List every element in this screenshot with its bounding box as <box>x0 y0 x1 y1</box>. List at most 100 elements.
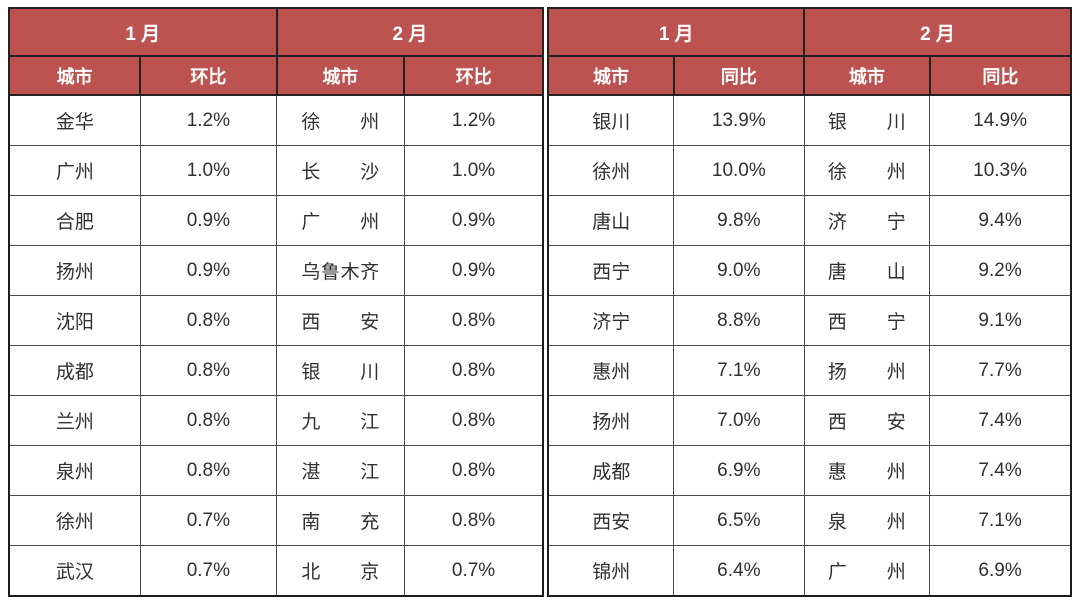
city-cell: 湛江 <box>276 445 405 496</box>
table-row: 扬州 7.0% 西安 7.4% <box>547 395 1072 446</box>
value-cell: 0.7% <box>139 545 278 597</box>
column-header-city: 城市 <box>547 55 675 96</box>
city-cell: 南充 <box>276 495 405 546</box>
value-cell: 6.9% <box>929 545 1072 597</box>
value-cell: 1.2% <box>403 94 544 146</box>
column-header-city: 城市 <box>803 55 931 96</box>
value-cell: 6.5% <box>673 495 805 546</box>
city-cell: 兰州 <box>8 395 141 446</box>
value-cell: 6.4% <box>673 545 805 597</box>
city-name: 银川 <box>592 112 631 133</box>
table-row: 成都 0.8% 银川 0.8% <box>8 345 544 396</box>
city-cell: 成都 <box>8 345 141 396</box>
city-cell: 乌鲁木齐 <box>276 245 405 296</box>
column-header-value: 同比 <box>928 55 1073 96</box>
city-name: 湛江 <box>301 462 380 483</box>
city-cell: 徐州 <box>547 145 675 196</box>
table-row: 西安 6.5% 泉州 7.1% <box>547 495 1072 546</box>
table-row: 惠州 7.1% 扬州 7.7% <box>547 345 1072 396</box>
column-header-value: 环比 <box>403 55 545 96</box>
city-cell: 西安 <box>547 495 675 546</box>
city-name: 成都 <box>55 362 94 383</box>
table-row: 徐州 0.7% 南充 0.8% <box>8 495 544 546</box>
city-name: 扬州 <box>55 262 94 283</box>
value-cell: 1.2% <box>139 94 278 146</box>
month-header-yoy-1: 1 月 <box>547 7 806 57</box>
city-name: 泉州 <box>55 462 94 483</box>
column-header-city: 城市 <box>275 55 406 96</box>
city-name: 西安 <box>827 412 906 433</box>
table-row: 锦州 6.4% 广州 6.9% <box>547 545 1072 597</box>
city-name: 九江 <box>301 412 380 433</box>
city-name: 长沙 <box>301 162 380 183</box>
city-cell: 成都 <box>547 445 675 496</box>
city-name: 合肥 <box>55 212 94 233</box>
city-name: 广州 <box>301 212 380 233</box>
value-cell: 0.8% <box>139 395 278 446</box>
value-cell: 7.0% <box>673 395 805 446</box>
city-name: 济宁 <box>827 212 906 233</box>
value-cell: 0.8% <box>403 295 544 346</box>
city-cell: 西安 <box>803 395 931 446</box>
city-name: 扬州 <box>827 362 906 383</box>
city-cell: 泉州 <box>803 495 931 546</box>
table-row: 金华 1.2% 徐州 1.2% <box>8 94 544 146</box>
city-cell: 扬州 <box>803 345 931 396</box>
city-name: 成都 <box>592 462 631 483</box>
table-row: 银川 13.9% 银川 14.9% <box>547 94 1072 146</box>
city-cell: 金华 <box>8 94 141 146</box>
city-cell: 银川 <box>276 345 405 396</box>
city-name: 徐州 <box>301 112 380 133</box>
value-cell: 0.8% <box>139 345 278 396</box>
city-cell: 长沙 <box>276 145 405 196</box>
city-cell: 徐州 <box>8 495 141 546</box>
value-cell: 1.0% <box>403 145 544 196</box>
value-cell: 9.4% <box>929 195 1072 246</box>
value-cell: 7.7% <box>929 345 1072 396</box>
city-cell: 惠州 <box>803 445 931 496</box>
value-cell: 9.0% <box>673 245 805 296</box>
table-row: 西宁 9.0% 唐山 9.2% <box>547 245 1072 296</box>
month-header-mom-1: 1 月 <box>8 7 278 57</box>
table-row: 兰州 0.8% 九江 0.8% <box>8 395 544 446</box>
city-name: 唐山 <box>827 262 906 283</box>
table-row: 济宁 8.8% 西宁 9.1% <box>547 295 1072 346</box>
city-cell: 济宁 <box>547 295 675 346</box>
city-cell: 武汉 <box>8 545 141 597</box>
value-cell: 9.8% <box>673 195 805 246</box>
column-header-value: 同比 <box>672 55 806 96</box>
month-header-mom-2: 2 月 <box>275 7 545 57</box>
city-cell: 九江 <box>276 395 405 446</box>
city-name: 兰州 <box>55 412 94 433</box>
value-cell: 0.8% <box>403 395 544 446</box>
city-cell: 广州 <box>276 195 405 246</box>
city-cell: 唐山 <box>547 195 675 246</box>
city-name: 南充 <box>301 512 380 533</box>
value-cell: 10.3% <box>929 145 1072 196</box>
city-cell: 扬州 <box>8 245 141 296</box>
table-row: 扬州 0.9% 乌鲁木齐 0.9% <box>8 245 544 296</box>
city-name: 广州 <box>827 562 906 583</box>
value-cell: 9.1% <box>929 295 1072 346</box>
value-cell: 0.7% <box>403 545 544 597</box>
table-row: 沈阳 0.8% 西安 0.8% <box>8 295 544 346</box>
city-cell: 广州 <box>8 145 141 196</box>
value-cell: 9.2% <box>929 245 1072 296</box>
city-cell: 锦州 <box>547 545 675 597</box>
city-name: 锦州 <box>592 562 631 583</box>
city-name: 广州 <box>55 162 94 183</box>
table-row: 泉州 0.8% 湛江 0.8% <box>8 445 544 496</box>
city-cell: 唐山 <box>803 245 931 296</box>
city-name: 北京 <box>301 562 380 583</box>
value-cell: 1.0% <box>139 145 278 196</box>
value-cell: 10.0% <box>673 145 805 196</box>
value-cell: 7.1% <box>673 345 805 396</box>
city-name: 徐州 <box>827 162 906 183</box>
city-cell: 合肥 <box>8 195 141 246</box>
value-cell: 8.8% <box>673 295 805 346</box>
city-name: 银川 <box>301 362 380 383</box>
city-cell: 泉州 <box>8 445 141 496</box>
value-cell: 0.8% <box>139 445 278 496</box>
